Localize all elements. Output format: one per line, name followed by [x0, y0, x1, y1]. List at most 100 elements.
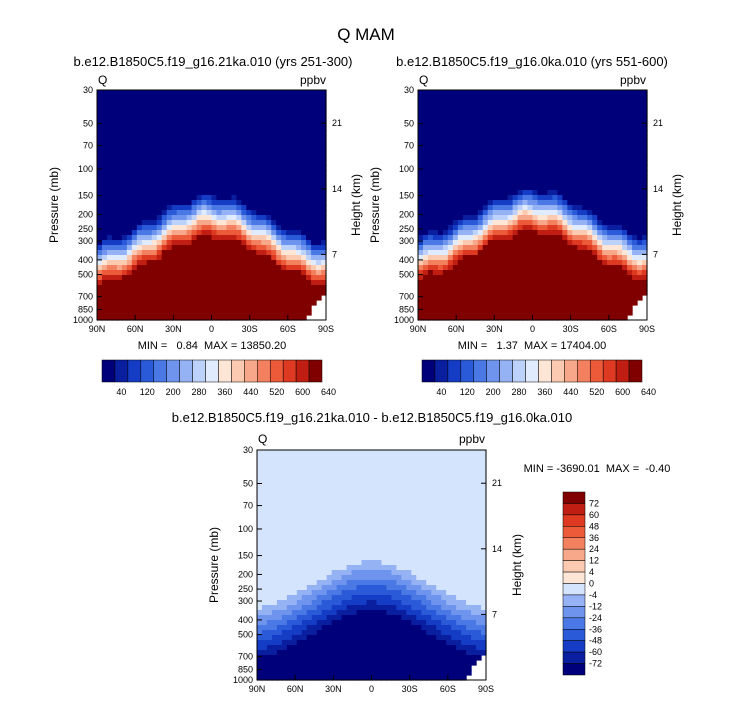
contour-cell — [582, 210, 588, 216]
contour-cell — [141, 150, 148, 156]
contour-cell — [216, 170, 223, 176]
contour-cell — [316, 280, 322, 286]
contour-cell — [492, 195, 499, 201]
contour-cell — [462, 105, 469, 111]
contour-cell — [176, 120, 183, 126]
contour-cell — [246, 300, 252, 306]
contour-cell — [587, 145, 593, 151]
contour-cell — [547, 255, 554, 261]
contour-cell — [276, 500, 283, 506]
contour-cell — [241, 230, 247, 236]
contour-cell — [632, 95, 638, 101]
contour-cell — [261, 670, 268, 676]
contour-cell — [642, 200, 648, 206]
contour-cell — [221, 220, 228, 226]
contour-cell — [201, 95, 208, 101]
units-label: ppbv — [620, 73, 646, 87]
contour-cell — [286, 530, 293, 536]
contour-cell — [321, 260, 327, 266]
contour-cell — [532, 220, 539, 226]
contour-cell — [181, 300, 188, 306]
contour-cell — [522, 260, 529, 266]
contour-cell — [276, 610, 283, 616]
contour-cell — [201, 175, 208, 181]
contour-cell — [532, 135, 539, 141]
contour-cell — [422, 235, 429, 241]
contour-cell — [587, 285, 593, 291]
contour-cell — [537, 175, 544, 181]
contour-cell — [492, 290, 499, 296]
contour-cell — [257, 585, 263, 591]
contour-cell — [241, 100, 247, 106]
contour-cell — [301, 185, 307, 191]
contour-cell — [597, 295, 603, 301]
contour-cell — [427, 220, 434, 226]
contour-cell — [607, 145, 613, 151]
contour-cell — [542, 155, 549, 161]
contour-cell — [176, 190, 183, 196]
contour-cell — [447, 185, 454, 191]
contour-cell — [266, 610, 273, 616]
contour-cell — [241, 165, 247, 171]
contour-cell — [562, 275, 568, 281]
contour-cell — [301, 190, 307, 196]
contour-cell — [126, 265, 133, 271]
contour-cell — [542, 185, 549, 191]
contour-cell — [106, 255, 113, 261]
contour-cell — [311, 555, 318, 561]
contour-cell — [492, 185, 499, 191]
contour-cell — [186, 300, 193, 306]
contour-cell — [442, 300, 449, 306]
contour-cell — [577, 290, 583, 296]
contour-cell — [221, 205, 228, 211]
contour-cell — [97, 315, 103, 321]
contour-cell — [567, 100, 573, 106]
contour-cell — [296, 660, 303, 666]
contour-cell — [522, 145, 529, 151]
contour-cell — [136, 190, 143, 196]
contour-cell — [111, 225, 118, 231]
contour-cell — [261, 525, 268, 531]
contour-cell — [141, 215, 148, 221]
contour-cell — [301, 630, 308, 636]
contour-cell — [231, 115, 237, 121]
contour-cell — [542, 115, 549, 121]
y-axis-label: Pressure (mb) — [368, 167, 382, 243]
contour-cell — [261, 560, 268, 566]
contour-cell — [281, 655, 288, 661]
contour-cell — [291, 230, 297, 236]
contour-cell — [557, 185, 563, 191]
contour-cell — [522, 170, 529, 176]
contour-cell — [632, 270, 638, 276]
contour-cell — [251, 235, 257, 241]
contour-cell — [271, 230, 277, 236]
contour-cell — [467, 300, 474, 306]
contour-cell — [522, 240, 529, 246]
contour-cell — [517, 185, 524, 191]
contour-cell — [457, 175, 464, 181]
contour-cell — [552, 270, 558, 276]
contour-cell — [502, 185, 509, 191]
contour-cell — [201, 140, 208, 146]
contour-cell — [547, 130, 554, 136]
contour-cell — [418, 175, 424, 181]
contour-cell — [291, 105, 297, 111]
contour-cell — [562, 195, 568, 201]
contour-cell — [577, 185, 583, 191]
contour-cell — [106, 310, 113, 316]
contour-cell — [502, 190, 509, 196]
contour-cell — [106, 105, 113, 111]
contour-cell — [607, 95, 613, 101]
contour-cell — [266, 590, 273, 596]
contour-cell — [176, 135, 183, 141]
contour-cell — [271, 600, 278, 606]
contour-cell — [617, 90, 623, 96]
contour-cell — [281, 480, 288, 486]
contour-cell — [161, 220, 168, 226]
contour-cell — [482, 270, 489, 276]
contour-cell — [261, 315, 267, 321]
contour-cell — [276, 135, 282, 141]
contour-cell — [427, 150, 434, 156]
contour-cell — [191, 120, 198, 126]
contour-cell — [577, 140, 583, 146]
